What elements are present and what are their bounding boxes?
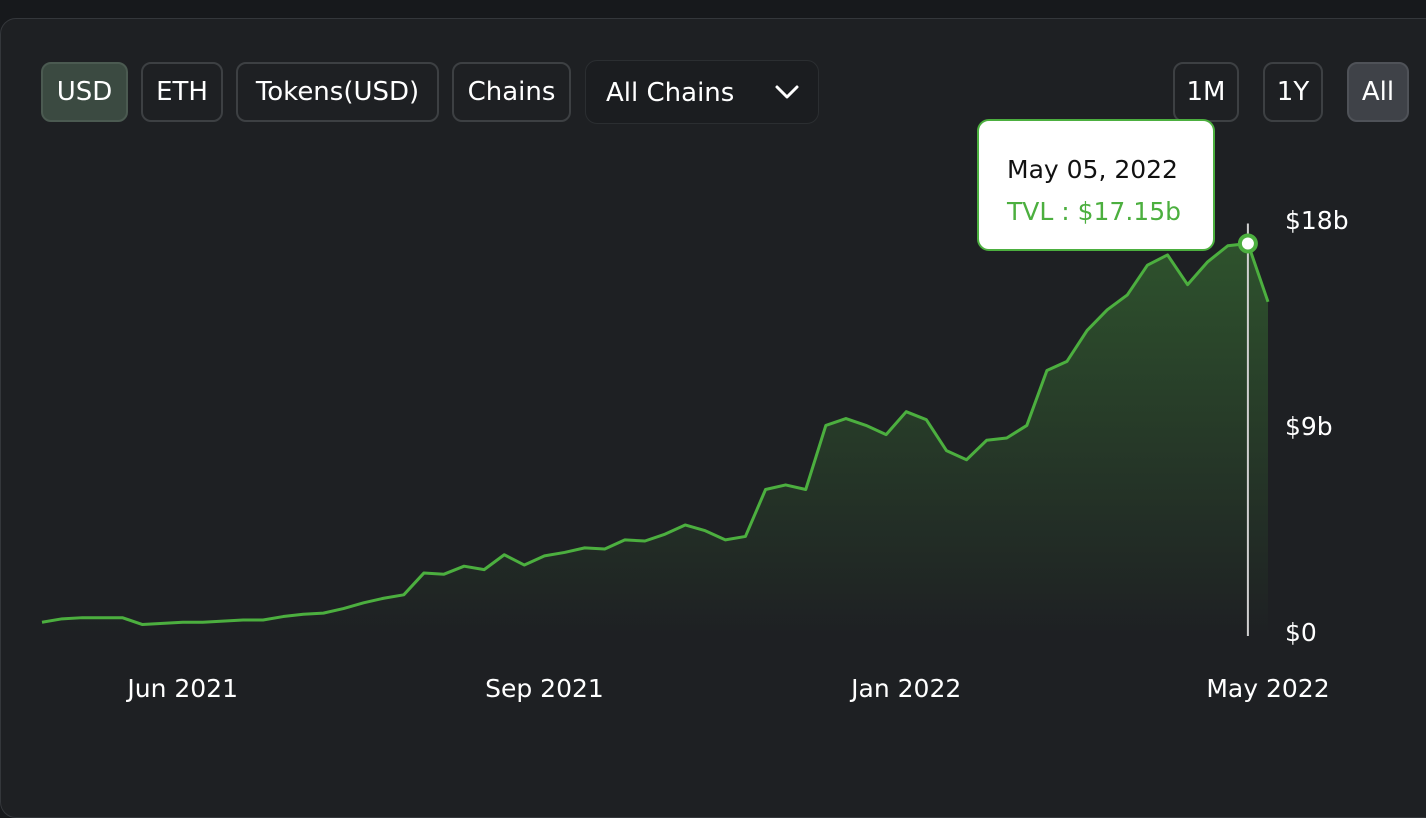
tooltip-value: TVL : $17.15b xyxy=(1007,197,1181,226)
chevron xyxy=(775,85,799,99)
denomination-button[interactable]: Chains xyxy=(452,62,571,122)
chain-select[interactable]: All Chains xyxy=(585,60,819,124)
denomination-button[interactable]: ETH xyxy=(141,62,223,122)
chain-select-label: All Chains xyxy=(606,78,735,108)
denomination-button[interactable]: Tokens(USD) xyxy=(236,62,439,122)
page: {"controls": {"denominations": ["USD", "… xyxy=(0,18,1426,818)
tooltip-date: May 05, 2022 xyxy=(1007,155,1178,184)
range-button[interactable]: 1Y xyxy=(1263,62,1323,122)
range-button[interactable]: 1M xyxy=(1173,62,1239,122)
denomination-button[interactable]: USD xyxy=(41,62,128,122)
range-button[interactable]: All xyxy=(1347,62,1409,122)
tooltip: May 05, 2022 TVL : $17.15b xyxy=(977,119,1215,251)
